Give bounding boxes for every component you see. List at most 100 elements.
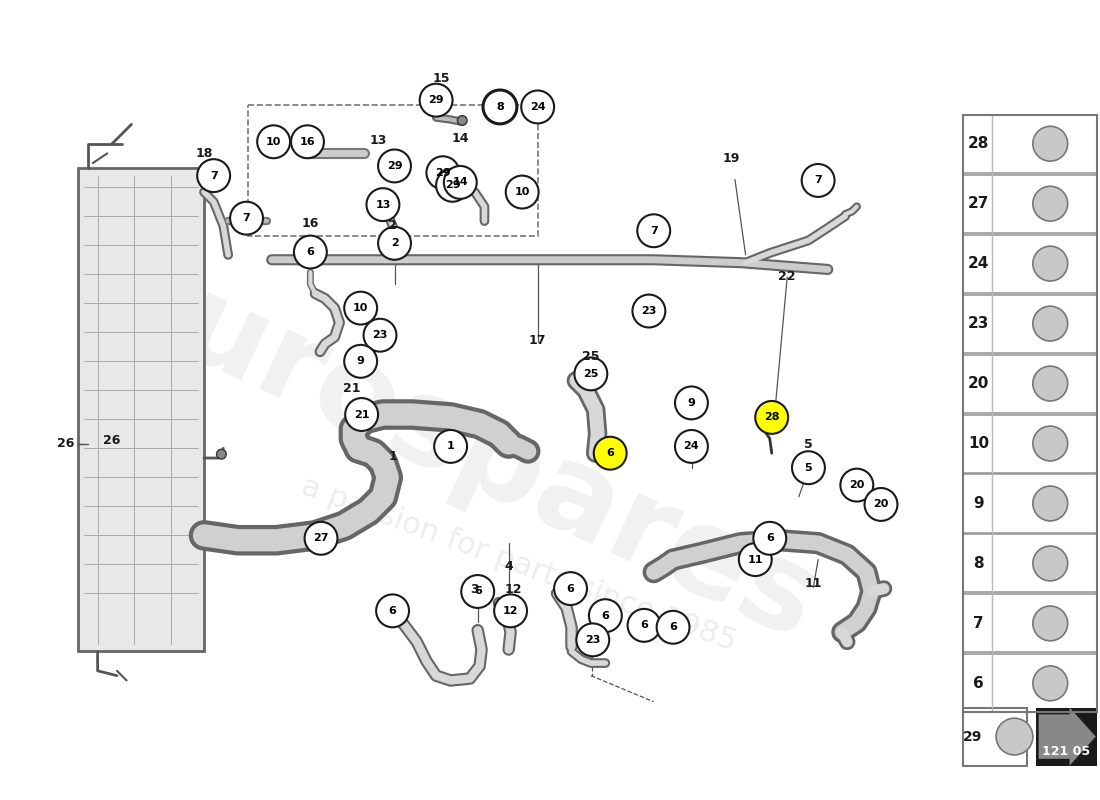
Text: 28: 28 [764, 413, 780, 422]
Text: a passion for parts since 1985: a passion for parts since 1985 [297, 472, 740, 657]
Text: 2: 2 [390, 238, 398, 248]
Text: 25: 25 [583, 369, 598, 379]
Text: 11: 11 [804, 578, 822, 590]
Bar [1036, 707, 1097, 766]
Text: 12: 12 [505, 583, 522, 596]
Circle shape [483, 90, 517, 124]
Circle shape [840, 469, 873, 502]
Text: 6: 6 [606, 448, 614, 458]
Text: 9: 9 [974, 496, 984, 511]
Circle shape [1033, 126, 1068, 161]
Text: 6: 6 [474, 586, 482, 597]
Text: 10: 10 [353, 303, 369, 313]
Text: 5: 5 [804, 438, 813, 451]
Circle shape [594, 437, 627, 470]
Circle shape [576, 623, 609, 656]
Text: 6: 6 [766, 534, 773, 543]
Circle shape [1033, 606, 1068, 641]
Text: 6: 6 [388, 606, 396, 616]
Circle shape [292, 126, 323, 158]
Circle shape [1033, 426, 1068, 461]
Circle shape [305, 522, 338, 554]
Circle shape [628, 609, 660, 642]
FancyBboxPatch shape [78, 168, 204, 651]
Text: 17: 17 [529, 334, 547, 346]
Text: 6: 6 [669, 622, 676, 632]
Circle shape [506, 176, 539, 209]
Circle shape [197, 159, 230, 192]
Text: 10: 10 [515, 187, 530, 197]
Circle shape [257, 126, 290, 158]
Text: 10: 10 [968, 436, 989, 451]
Circle shape [378, 227, 411, 260]
Circle shape [461, 575, 494, 608]
Text: 29: 29 [428, 95, 444, 105]
Circle shape [637, 214, 670, 247]
Text: 11: 11 [748, 554, 763, 565]
Circle shape [484, 90, 516, 123]
Circle shape [217, 450, 227, 459]
Circle shape [376, 594, 409, 627]
Text: 26: 26 [57, 437, 75, 450]
Text: 121 05: 121 05 [1042, 745, 1090, 758]
Text: 6: 6 [640, 620, 648, 630]
Circle shape [632, 294, 666, 327]
Text: 6: 6 [602, 610, 609, 621]
Text: 6: 6 [566, 583, 574, 594]
Circle shape [443, 166, 476, 199]
Text: 7: 7 [814, 175, 822, 186]
Circle shape [802, 164, 835, 197]
Text: 29: 29 [444, 180, 461, 190]
Text: 14: 14 [451, 132, 469, 146]
Text: 9: 9 [356, 356, 364, 366]
Text: 12: 12 [503, 606, 518, 616]
Circle shape [1033, 186, 1068, 221]
Text: 21: 21 [354, 410, 370, 419]
Text: 14: 14 [452, 178, 469, 187]
Bar [964, 654, 1097, 712]
Text: 16: 16 [301, 218, 319, 230]
Text: 7: 7 [650, 226, 658, 236]
Text: 9: 9 [688, 398, 695, 408]
Text: 18: 18 [196, 147, 212, 160]
Circle shape [1033, 366, 1068, 401]
Text: 15: 15 [432, 73, 450, 86]
Text: 23: 23 [372, 330, 387, 340]
Text: 24: 24 [683, 442, 700, 451]
Text: 6: 6 [307, 247, 315, 257]
Text: 8: 8 [496, 102, 504, 112]
Circle shape [378, 150, 411, 182]
Text: 20: 20 [873, 499, 889, 510]
Text: 21: 21 [343, 382, 361, 395]
Bar [964, 534, 1097, 593]
Circle shape [865, 488, 898, 521]
Bar [964, 114, 1097, 173]
Circle shape [366, 188, 399, 221]
Text: 24: 24 [968, 256, 989, 271]
Circle shape [344, 345, 377, 378]
Circle shape [344, 292, 377, 325]
Circle shape [345, 398, 378, 431]
Circle shape [997, 718, 1033, 755]
Text: 23: 23 [641, 306, 657, 316]
Circle shape [1033, 486, 1068, 521]
Text: 10: 10 [266, 137, 282, 146]
Text: 8: 8 [974, 556, 984, 571]
Circle shape [792, 451, 825, 484]
Circle shape [521, 90, 554, 123]
Text: 13: 13 [375, 200, 390, 210]
Circle shape [1033, 306, 1068, 341]
Text: 2: 2 [388, 219, 397, 233]
Text: 29: 29 [436, 168, 451, 178]
Text: 7: 7 [210, 170, 218, 181]
Text: 28: 28 [968, 136, 989, 151]
Circle shape [657, 611, 690, 644]
Polygon shape [1038, 707, 1096, 766]
Bar [964, 474, 1097, 533]
Text: 27: 27 [314, 534, 329, 543]
Text: 13: 13 [370, 134, 387, 147]
Text: 27: 27 [968, 196, 989, 211]
Circle shape [1033, 666, 1068, 701]
Circle shape [739, 543, 772, 576]
Bar [964, 174, 1097, 233]
